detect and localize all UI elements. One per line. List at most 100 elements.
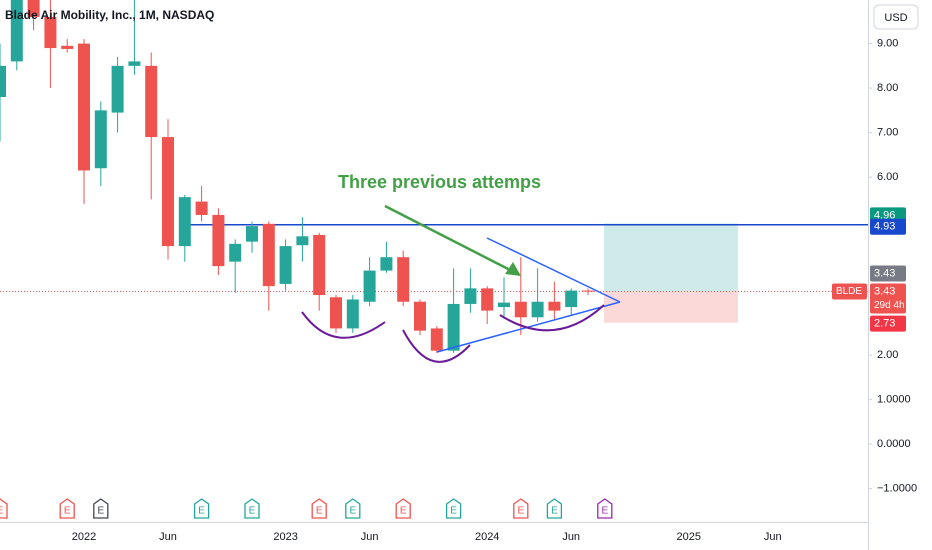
earnings-label: E [0,506,4,517]
candle-body [397,257,410,302]
y-tick-label: 8.00 [877,82,898,94]
annotation: Three previous attemps [338,172,541,192]
candle-body [145,65,158,138]
x-tick-label: Jun [764,531,782,543]
arc [402,329,471,363]
earnings-marker [0,498,8,519]
earnings-label: E [601,506,608,517]
earnings-label: E [198,506,205,517]
candle-body [229,243,242,262]
candle-body [262,223,275,287]
earnings-marker [59,498,75,519]
candle-body [380,257,393,271]
candle-body [296,236,309,246]
earnings-marker [445,498,462,519]
earnings-label: E [517,506,524,517]
drawings [301,204,621,363]
profit-zone [604,223,738,292]
arrow-head [505,262,521,276]
earnings-marker [93,498,109,519]
y-tick-label: 7.00 [877,127,898,139]
candle-body [498,302,510,308]
y-tick-label: 2.00 [877,349,898,361]
earnings-label: E [551,506,558,517]
candle-body [430,328,443,351]
candle-body [78,43,90,171]
triangle-upper [486,237,621,303]
candle-body [195,201,208,215]
x-tick-label: Jun [361,531,379,543]
chart-title: Blade Air Mobility, Inc., 1M, NASDAQ [5,8,214,22]
candle-body [279,246,292,284]
candle-body [178,197,191,247]
symbol-tag: BLDE [836,286,862,297]
candle-body [94,110,107,169]
candle-body [447,303,460,351]
countdown-label: 29d 4h [874,300,905,311]
earnings-marker [546,498,563,519]
plot-area [0,0,868,353]
candle-body [330,297,342,329]
candle-body [514,301,527,318]
candle-body [61,45,74,49]
level-label-bg [870,218,906,235]
price-box-bg [870,283,906,314]
level-label: 4.93 [874,221,895,233]
earnings-label: E [249,506,256,517]
arc [301,311,386,339]
earnings-marker [395,498,411,519]
earnings-marker [345,498,361,519]
arrow-line [384,204,515,274]
earnings-marker [244,498,260,519]
candle-body [162,137,174,247]
candle-body [363,270,376,302]
candle-body [0,65,6,98]
earnings-marker [513,498,529,519]
y-tick-label: 0.0000 [877,438,911,450]
candle-body [346,299,359,329]
currency-label[interactable]: USD [884,12,907,24]
x-tick-label: 2025 [677,531,701,543]
candle-body [313,234,326,296]
y-tick-label: 6.00 [877,171,898,183]
candle-body [212,214,225,267]
candle-body [44,16,57,49]
candle-body [128,61,141,66]
arc [499,304,605,332]
earnings-label: E [316,506,323,517]
earnings-marker [193,498,210,519]
candle-body [582,290,594,292]
candle-body [10,0,23,62]
x-tick-label: 2023 [273,531,297,543]
candle-body [531,301,544,318]
earnings-label: E [400,506,407,517]
x-tick-label: 2024 [475,531,499,543]
y-tick-label: 1.0000 [877,394,911,406]
y-tick-label: 9.00 [877,38,898,50]
candle-body [481,288,494,311]
last-price-label: 3.43 [874,285,895,297]
candle-body [111,65,124,113]
earnings-label: E [450,506,457,517]
earnings-marker [597,498,613,519]
stop-label: 2.73 [874,318,895,330]
earnings-label: E [64,506,71,517]
target-label: 4.96 [874,209,895,221]
candle-body [27,0,40,17]
stop-label-bg [870,315,906,332]
entry-label-bg [870,265,906,282]
candle-body [464,288,477,304]
x-tick-label: 2022 [72,531,96,543]
x-tick-label: Jun [562,531,580,543]
entry-label: 3.43 [874,267,895,279]
candle-body [246,226,258,242]
candle-body [548,301,561,311]
currency-button[interactable] [873,4,919,30]
candle-body [414,301,426,331]
x-tick-label: Jun [159,531,177,543]
earnings-label: E [349,506,356,517]
earnings-label: E [97,506,104,517]
earnings-marker [311,498,327,519]
